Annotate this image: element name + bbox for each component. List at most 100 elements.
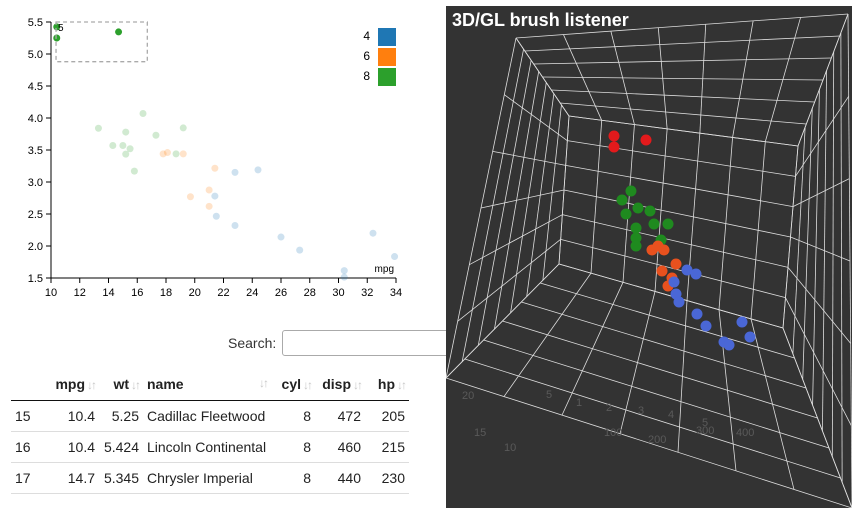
column-header-cyl[interactable]: cyl ↓↑ xyxy=(271,368,315,401)
data-point xyxy=(211,192,219,200)
data-point xyxy=(277,233,285,241)
gl-data-point xyxy=(625,185,637,197)
cell-disp: 460 xyxy=(315,431,365,463)
y-tick-label: 3.5 xyxy=(28,145,43,157)
data-point xyxy=(122,128,130,136)
gl-grid-line xyxy=(563,189,791,238)
gl-data-point xyxy=(608,141,620,153)
legend-label: 4 xyxy=(363,29,370,43)
gl-data-point xyxy=(736,316,748,328)
table-row[interactable]: 15 10.4 5.25 Cadillac Fleetwood 8 472 20… xyxy=(11,400,409,432)
legend-label: 6 xyxy=(363,49,370,63)
data-point xyxy=(53,34,61,42)
brush-label: 5 xyxy=(58,23,64,34)
gl-grid-line xyxy=(565,164,794,208)
sort-arrows-icon: ↓↑ xyxy=(259,376,269,390)
y-tick-label: 5.0 xyxy=(28,49,43,61)
x-tick-label: 22 xyxy=(217,287,229,299)
gl-grid-line xyxy=(502,320,818,419)
y-tick-label: 5.5 xyxy=(28,17,43,29)
cell-hp: 230 xyxy=(365,462,409,494)
table-row[interactable]: 17 14.7 5.345 Chrysler Imperial 8 440 23… xyxy=(11,462,409,494)
y-tick-label: 4.0 xyxy=(28,113,43,125)
data-point xyxy=(159,150,167,158)
x-tick-label: 26 xyxy=(275,287,287,299)
gl-panel-title: 3D/GL brush listener xyxy=(452,10,629,30)
gl-data-point xyxy=(681,264,693,276)
gl-data-point xyxy=(644,205,656,217)
gl-data-point xyxy=(640,134,652,146)
x-tick-label: 32 xyxy=(361,287,373,299)
gl-grid-line xyxy=(542,76,824,81)
column-header-hp[interactable]: hp ↓↑ xyxy=(365,368,409,401)
gl-grid-line xyxy=(483,339,830,449)
data-point xyxy=(186,193,194,201)
data-point xyxy=(231,168,239,176)
gl-axis-label: 4 xyxy=(668,409,674,421)
data-point xyxy=(172,150,180,158)
search-input[interactable] xyxy=(282,330,453,356)
gl-grid-line xyxy=(480,189,565,209)
gl-axis-label: 400 xyxy=(736,427,754,439)
gl-data-point xyxy=(673,296,685,308)
data-point xyxy=(115,28,123,36)
cell-disp: 440 xyxy=(315,462,365,494)
y-tick-label: 1.5 xyxy=(28,273,43,285)
gl-3d-panel[interactable]: 3D/GL brush listener 20 15 10 5 1 2 3 4 5 100 200 3… xyxy=(446,6,852,508)
gl-grid-line xyxy=(560,102,807,125)
gl-grid-line xyxy=(562,214,789,268)
x-tick-label: 18 xyxy=(160,287,172,299)
gl-3d-scatter[interactable]: 20 15 10 5 1 2 3 4 5 100 200 300 400 xyxy=(446,6,852,508)
data-point xyxy=(119,142,127,150)
data-point xyxy=(152,131,160,139)
gl-data-point xyxy=(691,308,703,320)
cell-cyl: 8 xyxy=(271,431,315,463)
table-row[interactable]: 16 10.4 5.424 Lincoln Continental 8 460 … xyxy=(11,431,409,463)
y-tick-label: 3.0 xyxy=(28,177,43,189)
gl-grid-line xyxy=(504,94,568,141)
data-point xyxy=(94,124,102,132)
data-point xyxy=(369,229,377,237)
legend-label: 8 xyxy=(363,69,370,83)
gl-axis-label: 3 xyxy=(638,405,644,417)
column-header-wt[interactable]: wt ↓↑ xyxy=(99,368,143,401)
scatter-plot[interactable]: 10 12 14 16 18 20 22 24 26 28 30 32 34 1.5 2.0 2.5 3.0 3.… xyxy=(0,0,446,300)
gl-grid-line xyxy=(533,57,832,65)
column-header-mpg[interactable]: mpg ↓↑ xyxy=(41,368,99,401)
data-point xyxy=(126,145,134,153)
gl-axis-label: 10 xyxy=(504,442,516,454)
data-point xyxy=(254,166,262,174)
x-tick-label: 16 xyxy=(131,287,143,299)
data-point xyxy=(340,267,348,275)
data-point xyxy=(212,212,220,220)
column-header-disp[interactable]: disp ↓↑ xyxy=(315,368,365,401)
data-point xyxy=(109,142,117,150)
brush-rect xyxy=(55,21,148,63)
gl-data-point xyxy=(668,276,680,288)
cell-disp: 472 xyxy=(315,400,365,432)
gl-axis-label: 300 xyxy=(696,425,714,437)
gl-data-point xyxy=(608,130,620,142)
legend-swatch xyxy=(378,28,396,46)
y-tick-label: 4.5 xyxy=(28,81,43,93)
gl-axis-label: 5 xyxy=(702,417,708,429)
cell-name: Chrysler Imperial xyxy=(143,462,271,494)
data-point xyxy=(391,253,399,261)
gl-data-point xyxy=(723,339,735,351)
x-tick-label: 20 xyxy=(189,287,201,299)
gl-data-point xyxy=(700,320,712,332)
cell-hp: 205 xyxy=(365,400,409,432)
gl-axis-label: 100 xyxy=(604,427,622,439)
gl-grid-line xyxy=(457,239,561,322)
column-header-name[interactable]: name ↓↑ xyxy=(143,368,271,401)
cell-index: 15 xyxy=(11,400,41,432)
x-tick-label: 34 xyxy=(390,287,402,299)
gl-data-point xyxy=(690,268,702,280)
gl-data-point xyxy=(658,244,670,256)
gl-grid-line xyxy=(524,35,840,52)
data-point xyxy=(205,202,213,210)
gl-grid-line xyxy=(515,13,849,39)
cell-wt: 5.345 xyxy=(99,462,143,494)
data-point xyxy=(211,164,219,172)
cell-mpg: 10.4 xyxy=(41,400,99,432)
